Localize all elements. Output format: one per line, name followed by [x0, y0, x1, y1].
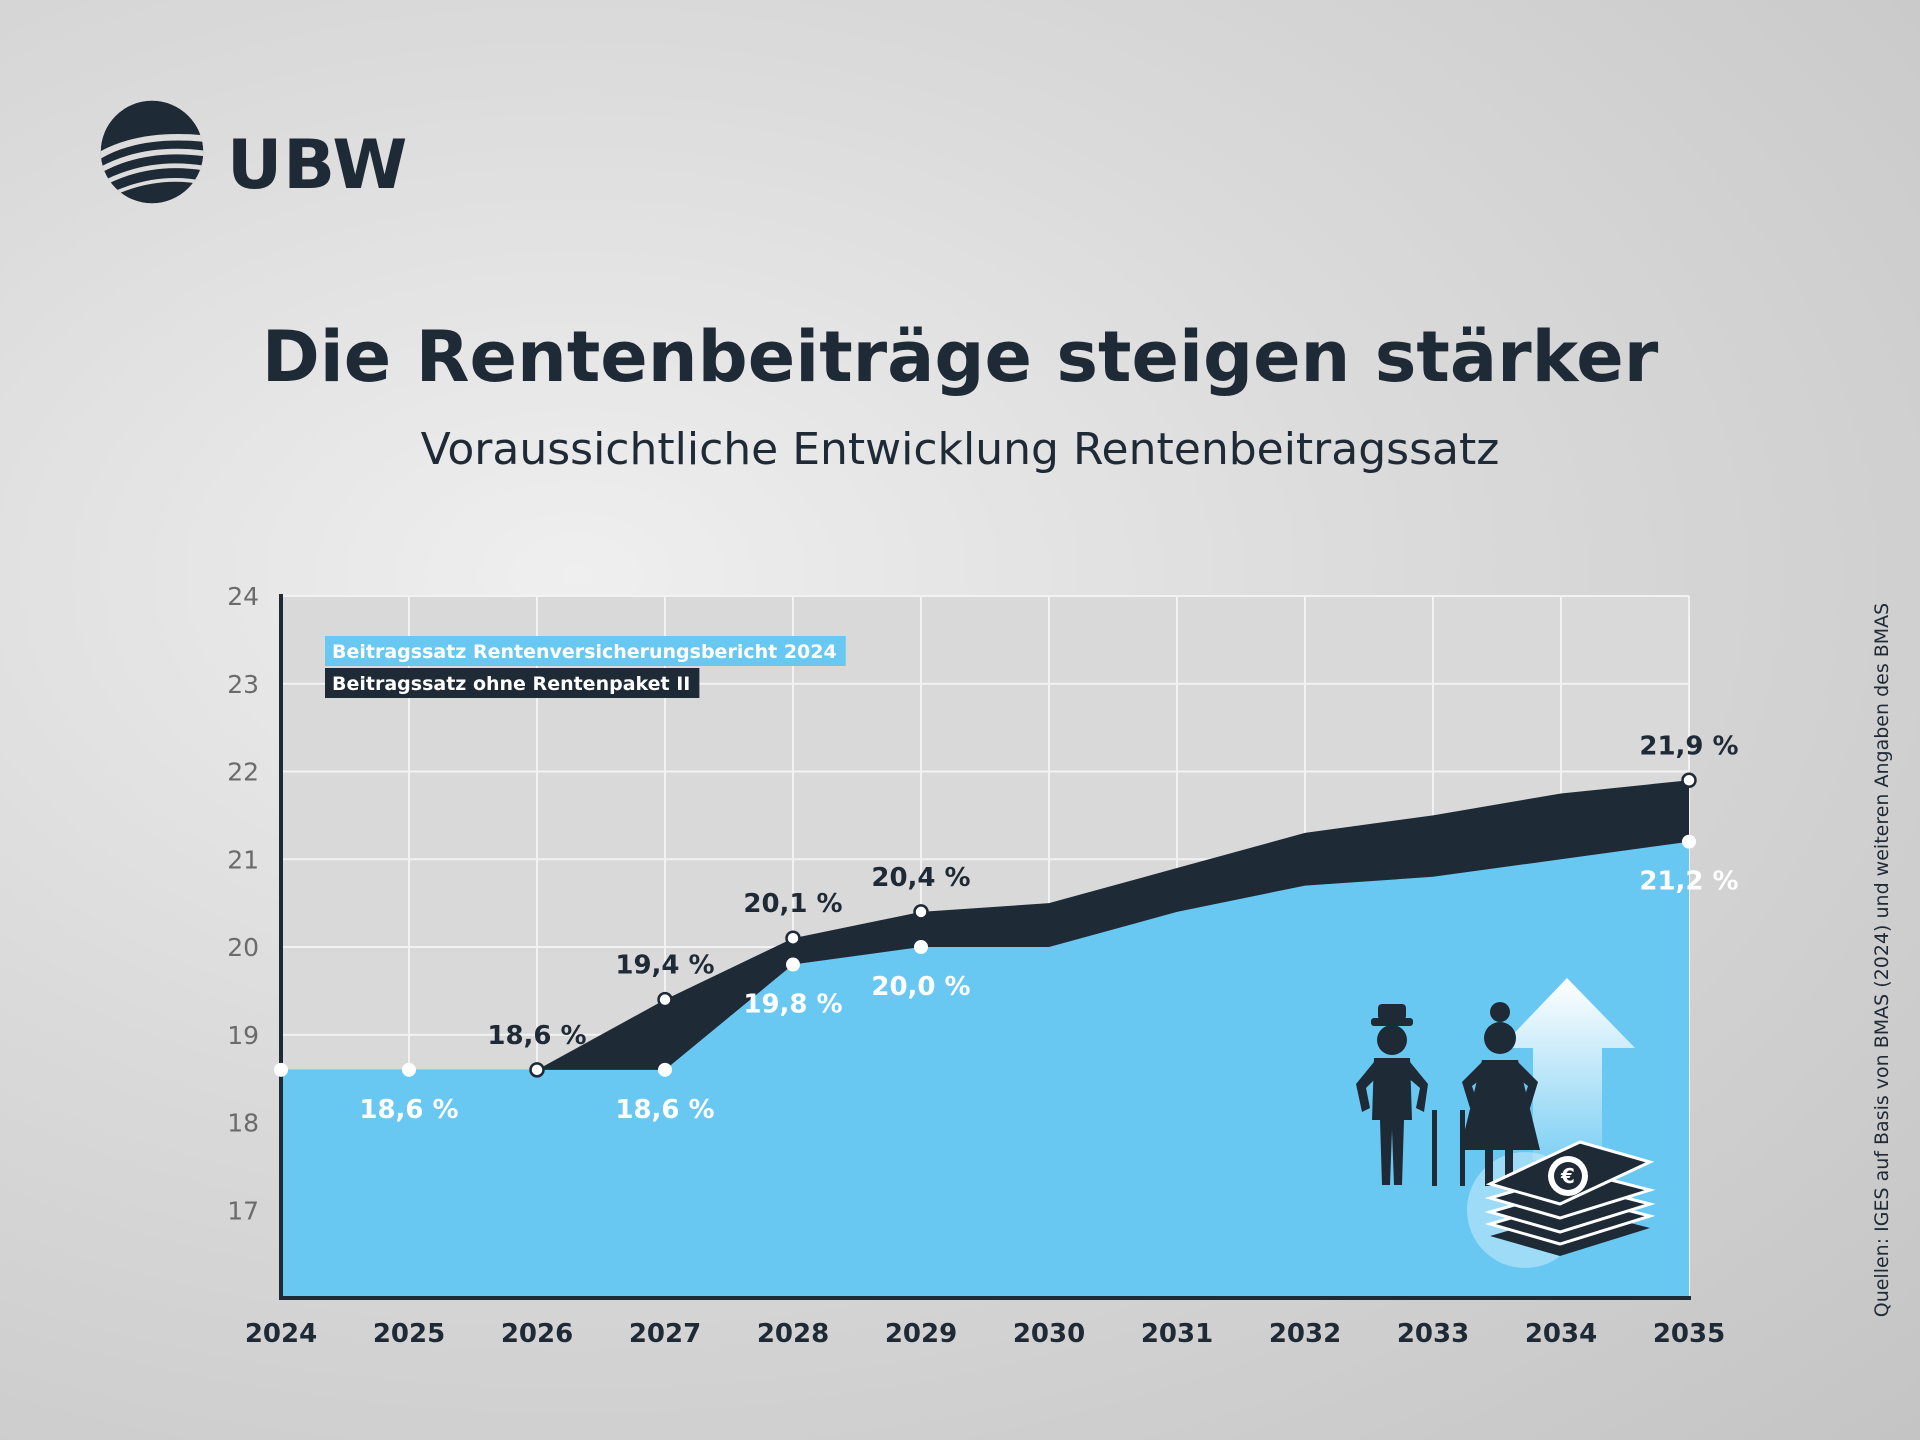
y-tick-labels: 17 18 19 20 21 22 23 24: [227, 582, 259, 1225]
up-arrow-icon: [1500, 978, 1635, 1160]
data-label: 20,4 %: [871, 863, 970, 893]
seniors-rising-pension-costs-icon: €: [1356, 978, 1656, 1268]
data-point-marker: [914, 940, 928, 954]
x-tick-labels: 2024 2025 2026 2027 2028 2029 2030 2031 2032 2033…: [245, 1319, 1725, 1349]
data-label: 20,0 %: [871, 972, 970, 1002]
data-point-marker: [913, 904, 929, 920]
axes: [279, 594, 1691, 1300]
x-tick-label: 2028: [757, 1319, 829, 1349]
y-tick-label: 24: [227, 582, 259, 611]
x-tick-label: 2029: [885, 1319, 957, 1349]
y-tick-label: 19: [227, 1021, 259, 1050]
data-label: 20,1 %: [743, 889, 842, 919]
x-tick-label: 2033: [1397, 1319, 1469, 1349]
data-point-marker: [1682, 834, 1696, 849]
x-tick-label: 2025: [373, 1319, 445, 1349]
data-point-marker: [658, 1062, 672, 1077]
y-tick-label: 22: [227, 758, 259, 787]
x-tick-label: 2026: [501, 1319, 573, 1349]
data-label: 18,6 %: [359, 1095, 458, 1125]
legend-label-rentenversicherungsbericht: Beitragssatz Rentenversicherungsbericht …: [332, 641, 837, 663]
legend-label-ohne-rentenpaket: Beitragssatz ohne Rentenpaket II: [332, 673, 690, 695]
x-tick-label: 2031: [1141, 1319, 1213, 1349]
x-tick-label: 2024: [245, 1319, 317, 1349]
data-point-marker: [786, 957, 800, 972]
y-tick-label: 21: [227, 845, 259, 874]
y-tick-label: 17: [227, 1196, 259, 1225]
x-tick-label: 2032: [1269, 1319, 1341, 1349]
x-tick-label: 2034: [1525, 1319, 1597, 1349]
area-series-beitragssatz-rentenversicherungsbericht: [281, 841, 1689, 1298]
chart-title: Die Rentenbeiträge steigen stärker: [261, 316, 1659, 398]
old-man-icon: [1356, 1004, 1437, 1186]
y-tick-label: 20: [227, 933, 259, 962]
chart-subtitle: Voraussichtliche Entwicklung Rentenbeitr…: [420, 424, 1500, 475]
y-tick-label: 18: [227, 1109, 259, 1138]
source-note: Quellen: IGES auf Basis von BMAS (2024) …: [1871, 602, 1893, 1318]
data-label: 21,9 %: [1639, 731, 1738, 761]
data-label: 18,6 %: [487, 1021, 586, 1051]
data-label: 18,6 %: [615, 1095, 714, 1125]
data-point-marker: [785, 930, 801, 946]
data-label: 19,4 %: [615, 951, 714, 981]
legend-swatch-light: [325, 636, 846, 666]
brand-name: UBW: [227, 126, 409, 205]
x-tick-label: 2027: [629, 1319, 701, 1349]
data-label: 21,2 %: [1639, 867, 1738, 897]
legend-swatch-dark: [325, 668, 700, 698]
data-labels: 18,6 % 18,6 % 19,8 % 20,0 % 21,2 % 18,6 % 19,4…: [359, 731, 1738, 1125]
data-point-marker: [529, 1062, 545, 1078]
data-point-marker: [274, 1062, 288, 1077]
data-point-marker: [657, 991, 673, 1008]
legend: Beitragssatz Rentenversicherungsbericht …: [325, 636, 846, 698]
data-point-marker: [402, 1062, 416, 1077]
euro-symbol: €: [1560, 1164, 1575, 1188]
y-tick-label: 23: [227, 670, 259, 699]
data-label: 19,8 %: [743, 990, 842, 1020]
data-point-marker: [1681, 772, 1697, 789]
data-markers: [274, 772, 1697, 1078]
money-stack-icon: €: [1484, 1140, 1656, 1256]
x-tick-label: 2030: [1013, 1319, 1085, 1349]
x-tick-label: 2035: [1653, 1319, 1725, 1349]
old-woman-icon: [1460, 1002, 1540, 1186]
ubw-logo-icon: [100, 100, 204, 204]
